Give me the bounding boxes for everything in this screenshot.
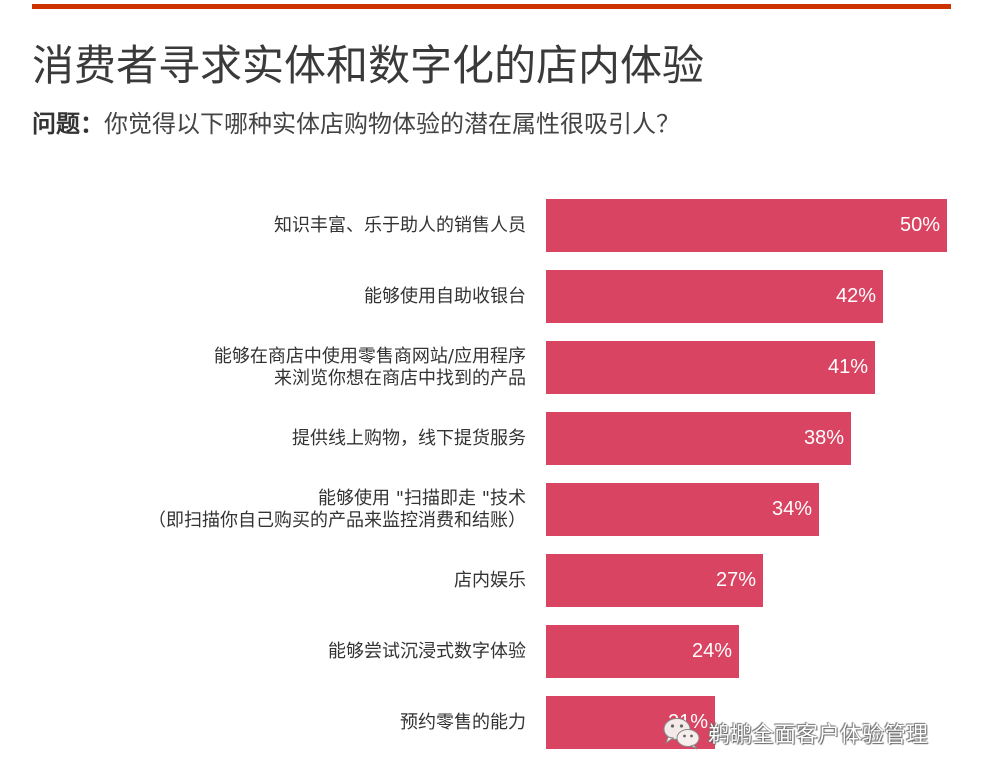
bar: 24%	[546, 625, 739, 678]
category-label: 能够在商店中使用零售商网站/应用程序 来浏览你想在商店中找到的产品	[214, 341, 526, 394]
bar: 41%	[546, 341, 875, 394]
value-label: 27%	[715, 569, 756, 591]
bar-row: 能够在商店中使用零售商网站/应用程序 来浏览你想在商店中找到的产品 41%	[0, 341, 1000, 394]
label-line: 来浏览你想在商店中找到的产品	[274, 367, 526, 389]
label-line: 能够在商店中使用零售商网站/应用程序	[213, 345, 526, 367]
watermark: 鹈鹕全面客户体验管理	[662, 716, 928, 750]
category-label: 提供线上购物，线下提货服务	[292, 412, 526, 465]
bar-row: 能够尝试沉浸式数字体验 24%	[0, 625, 1000, 678]
bar: 50%	[546, 199, 947, 252]
chart-subtitle: 问题：你觉得以下哪种实体店购物体验的潜在属性很吸引人？	[32, 104, 680, 139]
label-line: 预约零售的能力	[400, 711, 526, 733]
top-accent-rule	[32, 4, 951, 9]
bar: 38%	[546, 412, 851, 465]
category-label: 能够使用自助收银台	[364, 270, 526, 323]
label-line: 能够尝试沉浸式数字体验	[328, 640, 526, 662]
category-label: 知识丰富、乐于助人的销售人员	[274, 199, 526, 252]
bar-row: 提供线上购物，线下提货服务 38%	[0, 412, 1000, 465]
value-label: 50%	[899, 214, 940, 236]
bar: 42%	[546, 270, 883, 323]
bar-row: 能够使用 "扫描即走 "技术 （即扫描你自己购买的产品来监控消费和结账） 34%	[0, 483, 1000, 536]
value-label: 38%	[803, 427, 844, 449]
category-label: 店内娱乐	[454, 554, 526, 607]
bar-row: 店内娱乐 27%	[0, 554, 1000, 607]
wechat-icon	[663, 718, 700, 750]
category-label: 预约零售的能力	[400, 696, 526, 749]
bar-row: 能够使用自助收银台 42%	[0, 270, 1000, 323]
label-line: （即扫描你自己购买的产品来监控消费和结账）	[148, 509, 526, 531]
bar: 34%	[546, 483, 819, 536]
value-label: 34%	[771, 498, 812, 520]
value-label: 24%	[691, 640, 732, 662]
category-label: 能够尝试沉浸式数字体验	[328, 625, 526, 678]
label-line: 店内娱乐	[454, 569, 526, 591]
label-line: 知识丰富、乐于助人的销售人员	[274, 214, 526, 236]
watermark-text: 鹈鹕全面客户体验管理	[708, 723, 929, 748]
chart-title: 消费者寻求实体和数字化的店内体验	[32, 41, 705, 90]
value-label: 41%	[827, 356, 868, 378]
value-label: 42%	[835, 285, 876, 307]
bar-row: 知识丰富、乐于助人的销售人员 50%	[0, 199, 1000, 252]
label-line: 能够使用自助收银台	[364, 285, 526, 307]
label-line: 提供线上购物，线下提货服务	[292, 427, 526, 449]
category-label: 能够使用 "扫描即走 "技术 （即扫描你自己购买的产品来监控消费和结账）	[148, 483, 526, 536]
question-text: 你觉得以下哪种实体店购物体验的潜在属性很吸引人？	[104, 110, 680, 138]
label-line: 能够使用 "扫描即走 "技术	[317, 487, 526, 509]
bar: 27%	[546, 554, 763, 607]
question-label: 问题：	[32, 110, 104, 138]
